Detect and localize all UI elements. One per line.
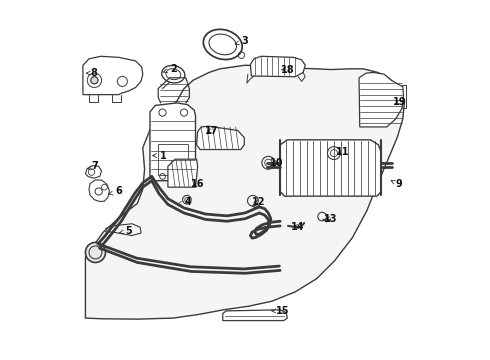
Text: 19: 19: [393, 97, 407, 107]
Text: 7: 7: [88, 161, 98, 171]
Polygon shape: [85, 166, 101, 178]
Polygon shape: [359, 72, 403, 127]
Polygon shape: [280, 140, 381, 196]
Text: 14: 14: [292, 222, 305, 231]
Text: 13: 13: [324, 214, 338, 224]
Circle shape: [91, 77, 98, 84]
Text: 12: 12: [252, 197, 266, 207]
Bar: [158, 144, 188, 175]
Text: 18: 18: [280, 64, 294, 75]
Polygon shape: [250, 56, 305, 77]
Text: 3: 3: [235, 36, 248, 46]
Text: 11: 11: [336, 147, 349, 157]
Text: 4: 4: [178, 197, 191, 207]
Text: 5: 5: [120, 226, 132, 236]
Polygon shape: [196, 126, 245, 149]
Text: 9: 9: [391, 179, 402, 189]
Text: 8: 8: [86, 68, 97, 78]
Text: 15: 15: [272, 306, 290, 316]
Polygon shape: [168, 159, 197, 187]
Text: 16: 16: [191, 179, 204, 189]
Circle shape: [85, 242, 105, 262]
Polygon shape: [150, 103, 196, 181]
Text: 10: 10: [270, 158, 283, 168]
Text: 1: 1: [153, 150, 167, 161]
Text: 6: 6: [109, 186, 122, 197]
Polygon shape: [89, 180, 109, 202]
Polygon shape: [223, 310, 287, 320]
Polygon shape: [83, 56, 143, 95]
Text: 2: 2: [163, 64, 177, 74]
Polygon shape: [85, 65, 405, 319]
Text: 17: 17: [205, 126, 219, 135]
